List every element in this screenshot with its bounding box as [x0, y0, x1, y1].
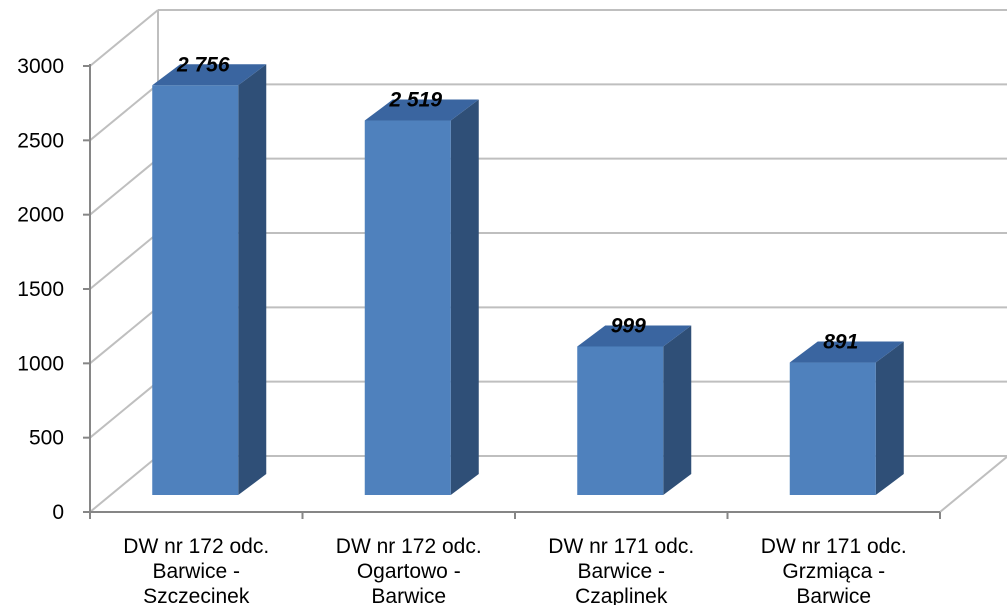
- category-label-line: Barwice: [796, 585, 871, 605]
- bar-top: [789, 341, 904, 363]
- category-label-line: Barwice -: [577, 560, 665, 583]
- category-label: DW nr 172 odc. Ogartowo -Barwice: [336, 535, 482, 605]
- gridline-diagonal: [89, 380, 159, 439]
- category-label-line: Grzmiąca -: [782, 560, 885, 583]
- bar-top: [577, 325, 692, 347]
- y-tick-label: 500: [29, 427, 64, 450]
- category-label-line: DW nr 172 odc.: [123, 535, 269, 558]
- data-label: 891: [823, 331, 858, 354]
- category-label-line: Barwice -: [152, 560, 240, 583]
- data-label: 999: [611, 314, 646, 337]
- category-label-line: DW nr 171 odc.: [548, 535, 694, 558]
- category-label-line: Czaplinek: [575, 585, 668, 605]
- category-label-line: Barwice: [371, 585, 446, 605]
- y-tick-label: 2500: [17, 129, 64, 152]
- bar-side: [663, 325, 692, 495]
- category-label: DW nr 172 odc. Barwice -Szczecinek: [123, 535, 269, 605]
- bar-top: [364, 99, 479, 121]
- y-axis-tick-labels: 0 500 1000 1500 2000 2500 3000: [17, 55, 64, 524]
- bar-side: [875, 341, 904, 495]
- gridline-diagonal: [89, 455, 159, 513]
- category-label: DW nr 171 odc. Barwice -Czaplinek: [548, 535, 694, 605]
- category-label-line: DW nr 172 odc.: [336, 535, 482, 558]
- gridline-diagonal: [89, 83, 159, 142]
- data-label: 2 756: [176, 53, 230, 76]
- bar: [364, 99, 479, 495]
- y-tick-label: 3000: [17, 55, 64, 78]
- floor-right-edge: [939, 455, 1007, 513]
- y-tick-label: 1500: [17, 278, 64, 301]
- bar-side: [238, 64, 267, 496]
- category-label-line: Szczecinek: [143, 585, 250, 605]
- bar-side: [450, 99, 479, 495]
- gridline-diagonal: [89, 9, 159, 67]
- y-tick-label: 1000: [17, 352, 64, 375]
- bars: [152, 64, 904, 496]
- bar-front: [577, 346, 664, 495]
- bar: [152, 64, 267, 496]
- data-label: 2 519: [388, 89, 442, 112]
- gridline-diagonal: [89, 232, 159, 290]
- bar: [577, 325, 692, 495]
- category-label-line: DW nr 171 odc.: [761, 535, 907, 558]
- data-labels: 2 756 2 519 999 891: [176, 53, 858, 353]
- y-tick-label: 2000: [17, 204, 64, 227]
- bar-front: [789, 362, 876, 495]
- category-label: DW nr 171 odc. Grzmiąca -Barwice: [761, 535, 907, 605]
- bar-top: [152, 64, 267, 86]
- gridline-diagonal: [89, 157, 159, 216]
- bar-front: [364, 120, 451, 495]
- bar: [789, 341, 904, 495]
- category-label-line: Ogartowo -: [357, 560, 461, 583]
- axes: [83, 64, 941, 519]
- y-tick-label: 0: [52, 501, 64, 524]
- bar-front: [152, 85, 239, 496]
- gridline-diagonal: [89, 306, 159, 365]
